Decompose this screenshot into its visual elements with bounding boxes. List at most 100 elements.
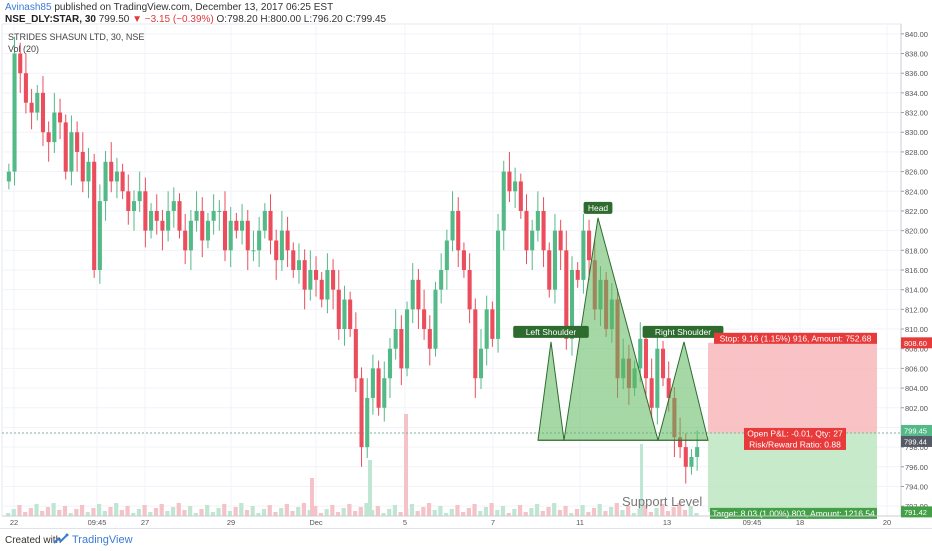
candle-body xyxy=(331,270,336,290)
volume-bar xyxy=(28,508,33,516)
time-tick-label: Dec xyxy=(309,518,323,527)
candle-body xyxy=(569,270,575,339)
candle-body xyxy=(23,73,28,103)
volume-bar xyxy=(91,508,96,516)
right-shoulder-label-box xyxy=(642,325,724,338)
candle-body xyxy=(450,210,455,241)
volume-bar xyxy=(227,511,233,516)
volume-bar xyxy=(370,510,375,516)
tradingview-brand[interactable]: TradingView xyxy=(72,534,133,546)
time-tick-label: 18 xyxy=(796,518,804,527)
volume-bar xyxy=(466,508,471,516)
volume-bar xyxy=(153,508,159,516)
price-tick-label: 838.00 xyxy=(905,50,928,59)
candle-body xyxy=(131,201,137,211)
candle-body xyxy=(302,260,307,290)
volume-bar xyxy=(535,504,540,516)
candle-body xyxy=(183,230,188,251)
price-tick-label: 816.00 xyxy=(905,266,928,275)
volume-bar xyxy=(597,504,602,516)
candle-body xyxy=(268,210,273,241)
time-tick-label: 22 xyxy=(10,518,18,527)
price-tick-label: 822.00 xyxy=(905,207,928,216)
volume-bar xyxy=(205,505,210,516)
candle-body xyxy=(279,230,284,261)
candle-body xyxy=(638,338,643,369)
volume-bar xyxy=(62,506,68,516)
volume-bar xyxy=(330,505,335,516)
volume-bar xyxy=(142,505,147,516)
candle-body xyxy=(552,230,557,290)
time-tick-label: 27 xyxy=(141,518,149,527)
volume-bar xyxy=(11,509,16,516)
footer: Created with TradingView xyxy=(0,528,932,551)
volume-bar xyxy=(461,512,466,516)
candle-body xyxy=(120,171,125,192)
volume-bar xyxy=(119,510,124,516)
candle-body xyxy=(262,210,267,231)
candle-body xyxy=(427,329,432,349)
candle-body xyxy=(12,53,17,172)
price-tick-label: 808.00 xyxy=(905,345,928,354)
candle-body xyxy=(319,279,324,300)
candle-body xyxy=(695,447,700,457)
chart-grid xyxy=(1,23,902,517)
candle-body xyxy=(200,210,205,241)
volume-bar xyxy=(375,506,380,516)
author-link[interactable]: Avinash85 xyxy=(5,2,52,13)
price-tick-label: 796.00 xyxy=(905,463,928,472)
candle-body xyxy=(473,309,478,379)
right-shoulder-label: Right Shoulder xyxy=(655,327,711,337)
candle-body xyxy=(501,171,506,231)
candle-body xyxy=(6,171,11,182)
candle-body xyxy=(160,220,165,231)
candle-body xyxy=(137,191,142,202)
target-label-box xyxy=(710,507,877,519)
volume-bar xyxy=(421,507,426,516)
volume-bar xyxy=(347,504,352,516)
candle-body xyxy=(399,329,404,369)
volume-bar xyxy=(654,508,659,516)
volume-bar xyxy=(188,506,193,516)
candle-body xyxy=(336,289,341,330)
volume-bar xyxy=(523,512,528,516)
candle-body xyxy=(564,250,569,339)
volume-bar xyxy=(438,506,443,516)
candle-body xyxy=(416,279,421,310)
price-tick-label: 824.00 xyxy=(905,187,928,196)
candle-body xyxy=(211,210,216,221)
candle-body xyxy=(359,378,364,448)
last-price: 799.50 xyxy=(98,14,130,25)
candle-body xyxy=(257,230,262,251)
price-tick-label: 806.00 xyxy=(905,364,928,373)
candle-body xyxy=(245,220,250,251)
price-tick-label: 832.00 xyxy=(905,109,928,118)
candle-body xyxy=(291,250,296,270)
volume-bar xyxy=(85,512,90,516)
head-label: Head xyxy=(588,203,609,213)
tradingview-logo-icon xyxy=(53,533,69,544)
volume-bar xyxy=(506,513,511,516)
volume-bar xyxy=(165,511,170,516)
candle-body xyxy=(103,161,108,202)
candle-body xyxy=(188,220,193,251)
left-shoulder-label: Left Shoulder xyxy=(526,327,577,337)
candle-body xyxy=(234,220,239,231)
symbol[interactable]: NSE_DLY:STAR, 30 xyxy=(5,14,96,25)
candle-body xyxy=(558,230,563,251)
candle-body xyxy=(348,299,353,330)
candle-body xyxy=(365,397,370,448)
volume-bar xyxy=(57,510,62,516)
candle-body xyxy=(433,289,438,349)
candle-body xyxy=(353,329,358,379)
volume-bar xyxy=(301,503,306,516)
candle-body xyxy=(217,210,222,212)
candle-body xyxy=(575,270,580,280)
volume-bar xyxy=(176,503,181,516)
volume-bar xyxy=(478,511,483,516)
volume-bar xyxy=(313,506,318,516)
price-tick-label: 802.00 xyxy=(905,404,928,413)
candle-body xyxy=(52,112,57,143)
volume-bar xyxy=(387,509,392,516)
